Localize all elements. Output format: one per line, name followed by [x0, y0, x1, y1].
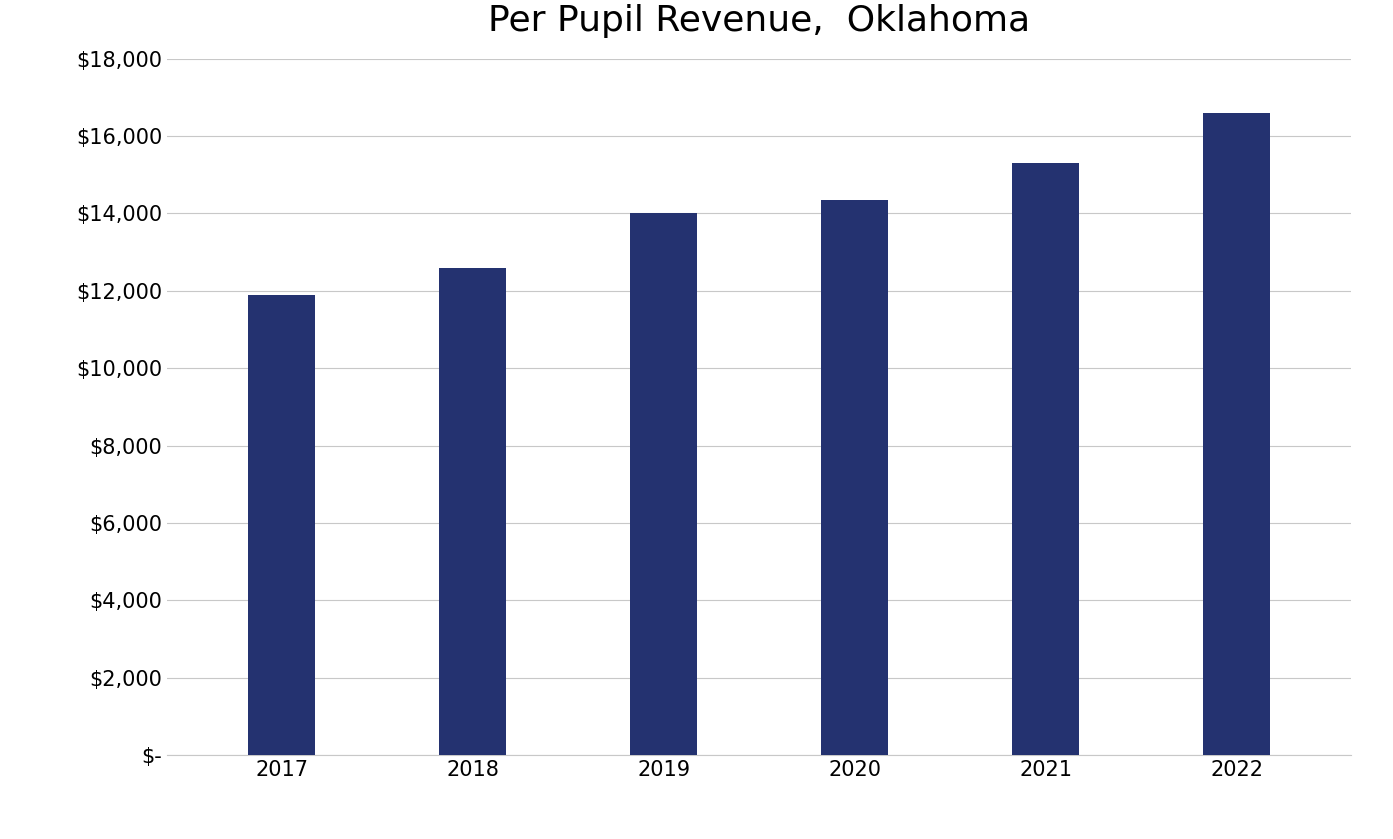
Bar: [822, 200, 889, 755]
Title: Per Pupil Revenue,  Oklahoma: Per Pupil Revenue, Oklahoma: [488, 4, 1031, 38]
Bar: [248, 294, 315, 755]
Bar: [1204, 113, 1270, 755]
Bar: [630, 213, 696, 755]
Bar: [439, 268, 506, 755]
Bar: [1013, 163, 1080, 755]
